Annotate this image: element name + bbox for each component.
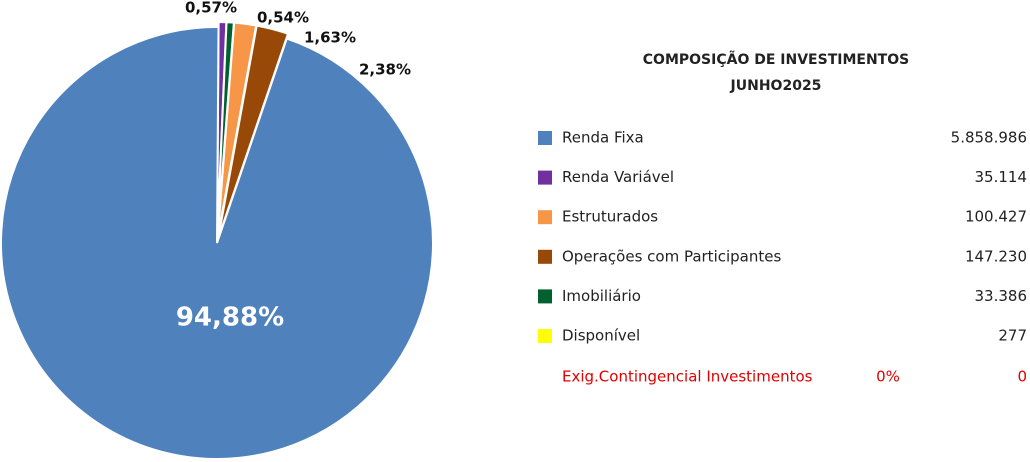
chart-subtitle: JUNHO2025: [730, 78, 822, 94]
slice-label: 0,54%: [257, 9, 309, 27]
legend-amount: 33.386: [975, 287, 1028, 305]
extra-amount: 0: [1017, 368, 1027, 386]
extra-row: Exig.Contingencial Investimentos 0% 0: [562, 368, 1027, 386]
legend-label: Renda Variável: [562, 168, 674, 186]
extra-label: Exig.Contingencial Investimentos: [562, 368, 813, 386]
legend-amount: 100.427: [965, 208, 1027, 226]
legend-label: Renda Fixa: [562, 129, 644, 147]
chart-title: COMPOSIÇÃO DE INVESTIMENTOS: [643, 51, 909, 68]
legend-swatch: [538, 289, 552, 304]
extra-percent: 0%: [876, 368, 900, 386]
legend-swatch: [538, 131, 552, 145]
legend-amount: 147.230: [965, 247, 1027, 265]
slice-label: 94,88%: [176, 303, 284, 333]
legend-label: Imobiliário: [562, 287, 641, 305]
legend-label: Operações com Participantes: [562, 247, 781, 265]
legend-swatch: [538, 170, 552, 185]
legend-swatch: [538, 249, 552, 264]
slice-label: 1,63%: [304, 29, 356, 47]
legend-swatch: [538, 210, 552, 225]
legend-amount: 277: [998, 327, 1027, 345]
pie-slice: [0, 26, 434, 460]
legend-amount: 35.114: [975, 168, 1028, 186]
slice-label: 0,57%: [185, 0, 237, 17]
legend-amount: 5.858.986: [951, 129, 1027, 147]
legend-label: Estruturados: [562, 208, 658, 226]
legend-label: Disponível: [562, 327, 640, 345]
slice-label: 2,38%: [359, 61, 411, 79]
legend-swatch: [538, 329, 552, 343]
